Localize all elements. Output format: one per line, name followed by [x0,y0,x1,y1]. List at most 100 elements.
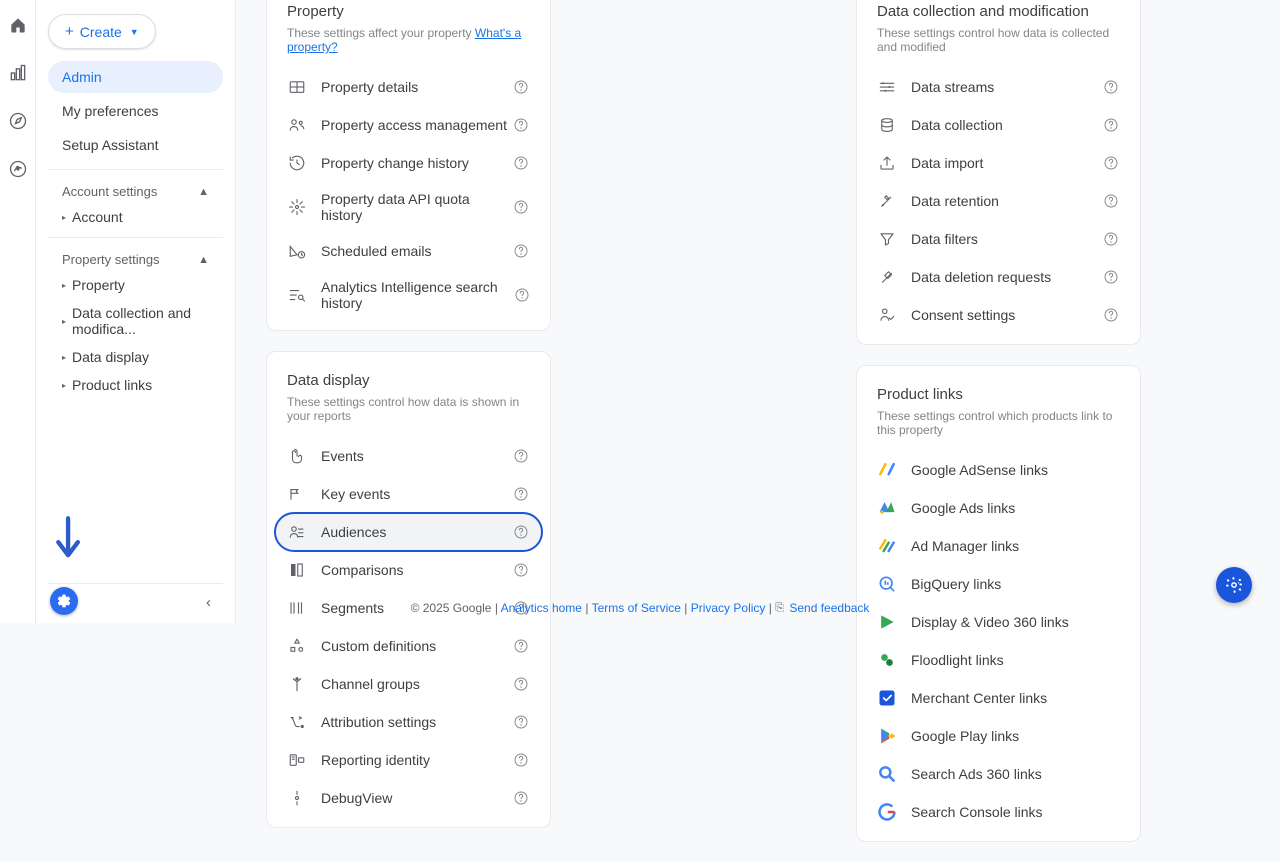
row-data-deletion[interactable]: Data deletion requests [877,258,1120,296]
help-icon[interactable] [512,637,530,655]
nav-admin[interactable]: Admin [48,61,223,93]
icon-rail [0,0,36,623]
comparisons-icon [287,560,307,580]
ai-gear-button[interactable] [1216,567,1252,603]
help-icon[interactable] [512,116,530,134]
search-ads-icon [877,764,897,784]
help-icon[interactable] [1102,78,1120,96]
row-search-history[interactable]: Analytics Intelligence search history [287,270,530,320]
chevron-down-icon: ▼ [130,27,139,37]
ad-manager-icon [877,536,897,556]
nav-my-preferences[interactable]: My preferences [48,95,223,127]
row-ad-manager-links[interactable]: Ad Manager links [877,527,1120,565]
key-events-icon [287,484,307,504]
help-icon[interactable] [1102,154,1120,172]
row-property-access[interactable]: Property access management [287,106,530,144]
footer-terms-link[interactable]: Terms of Service [592,601,681,615]
data-retention-icon [877,191,897,211]
row-key-events[interactable]: Key events [287,475,530,513]
row-bigquery-links[interactable]: BigQuery links [877,565,1120,603]
row-search-console-links[interactable]: Search Console links [877,793,1120,831]
row-merchant-center-links[interactable]: Merchant Center links [877,679,1120,717]
home-icon[interactable] [7,14,29,36]
data-filters-icon [877,229,897,249]
row-debugview[interactable]: DebugView [287,779,530,817]
help-icon[interactable] [514,286,530,304]
row-floodlight-links[interactable]: Floodlight links [877,641,1120,679]
advertising-icon[interactable] [7,158,29,180]
help-icon[interactable] [512,751,530,769]
scheduled-emails-icon [287,241,307,261]
api-quota-icon [287,197,307,217]
help-icon[interactable] [512,154,530,172]
row-attribution-settings[interactable]: Attribution settings [287,703,530,741]
main-content: Property These settings affect your prop… [236,0,1280,623]
help-icon[interactable] [512,242,530,260]
help-icon[interactable] [1102,268,1120,286]
row-adsense-links[interactable]: Google AdSense links [877,451,1120,489]
send-feedback-link[interactable]: Send feedback [789,601,869,615]
triangle-icon: ▸ [62,353,66,362]
sub-item-product-links[interactable]: ▸ Product links [48,371,223,399]
sub-item-property[interactable]: ▸ Property [48,271,223,299]
row-scheduled-emails[interactable]: Scheduled emails [287,232,530,270]
row-audiences[interactable]: Audiences [275,513,542,551]
help-icon[interactable] [512,675,530,693]
row-property-details[interactable]: Property details [287,68,530,106]
help-icon[interactable] [1102,192,1120,210]
row-google-play-links[interactable]: Google Play links [877,717,1120,755]
data-import-icon [877,153,897,173]
row-data-streams[interactable]: Data streams [877,68,1120,106]
row-data-import[interactable]: Data import [877,144,1120,182]
create-button[interactable]: + Create ▼ [48,14,156,49]
display-video-icon [877,612,897,632]
help-icon[interactable] [512,789,530,807]
google-play-icon [877,726,897,746]
row-custom-definitions[interactable]: Custom definitions [287,627,530,665]
section-account-settings[interactable]: Account settings ▲ [48,176,223,203]
reports-icon[interactable] [7,62,29,84]
triangle-icon: ▸ [62,317,66,326]
bigquery-icon [877,574,897,594]
help-icon[interactable] [512,561,530,579]
sub-item-data-display[interactable]: ▸ Data display [48,343,223,371]
help-icon[interactable] [1102,116,1120,134]
help-icon[interactable] [1102,230,1120,248]
help-icon[interactable] [512,447,530,465]
triangle-icon: ▸ [62,281,66,290]
row-api-quota[interactable]: Property data API quota history [287,182,530,232]
sub-item-account[interactable]: ▸ Account [48,203,223,231]
sidebar: + Create ▼ Admin My preferences Setup As… [36,0,236,623]
row-events[interactable]: Events [287,437,530,475]
footer-analytics-home-link[interactable]: Analytics home [501,601,582,615]
adsense-icon [877,460,897,480]
property-access-icon [287,115,307,135]
help-icon[interactable] [512,713,530,731]
row-search-ads-links[interactable]: Search Ads 360 links [877,755,1120,793]
card-data-display: Data display These settings control how … [266,351,551,828]
data-deletion-icon [877,267,897,287]
row-change-history[interactable]: Property change history [287,144,530,182]
sub-item-data-collection[interactable]: ▸ Data collection and modifica... [48,299,223,343]
help-icon[interactable] [512,198,530,216]
search-console-icon [877,802,897,822]
help-icon[interactable] [512,523,530,541]
row-data-collection[interactable]: Data collection [877,106,1120,144]
row-channel-groups[interactable]: Channel groups [287,665,530,703]
help-icon[interactable] [512,78,530,96]
section-property-settings[interactable]: Property settings ▲ [48,244,223,271]
help-icon[interactable] [512,485,530,503]
help-icon[interactable] [1102,306,1120,324]
explore-icon[interactable] [7,110,29,132]
row-reporting-identity[interactable]: Reporting identity [287,741,530,779]
nav-setup-assistant[interactable]: Setup Assistant [48,129,223,161]
merchant-center-icon [877,688,897,708]
footer-privacy-link[interactable]: Privacy Policy [691,601,766,615]
row-data-filters[interactable]: Data filters [877,220,1120,258]
audiences-icon [287,522,307,542]
row-data-retention[interactable]: Data retention [877,182,1120,220]
row-comparisons[interactable]: Comparisons [287,551,530,589]
debugview-icon [287,788,307,808]
row-consent-settings[interactable]: Consent settings [877,296,1120,334]
row-google-ads-links[interactable]: Google Ads links [877,489,1120,527]
